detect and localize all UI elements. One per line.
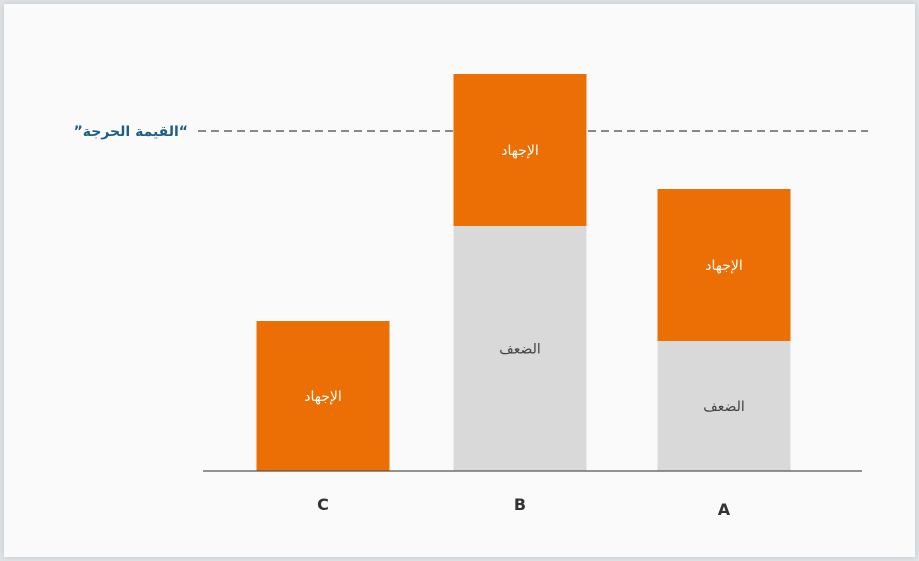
bar-segment: [256, 321, 390, 471]
x-tick-label: A: [718, 500, 731, 519]
x-tick-label: B: [514, 495, 526, 514]
bar-segment-label: الإجهاد: [304, 389, 341, 405]
bar-segment-label: الإجهاد: [705, 258, 742, 274]
bar-segment: [453, 74, 587, 226]
x-tick-label: C: [317, 495, 329, 514]
bar-segment: [657, 189, 791, 341]
bar-segment-label: الضعف: [499, 342, 541, 358]
bar-segment-label: الإجهاد: [501, 143, 538, 159]
bar-segment: [453, 226, 587, 471]
threshold-label: ”القيمة الحرجة“: [74, 124, 188, 140]
bar-segment: [657, 341, 791, 471]
bar-segment-label: الضعف: [703, 399, 745, 415]
bars-group: الإجهاد الضعف الإجهاد الضعف الإجهاد: [256, 74, 791, 471]
